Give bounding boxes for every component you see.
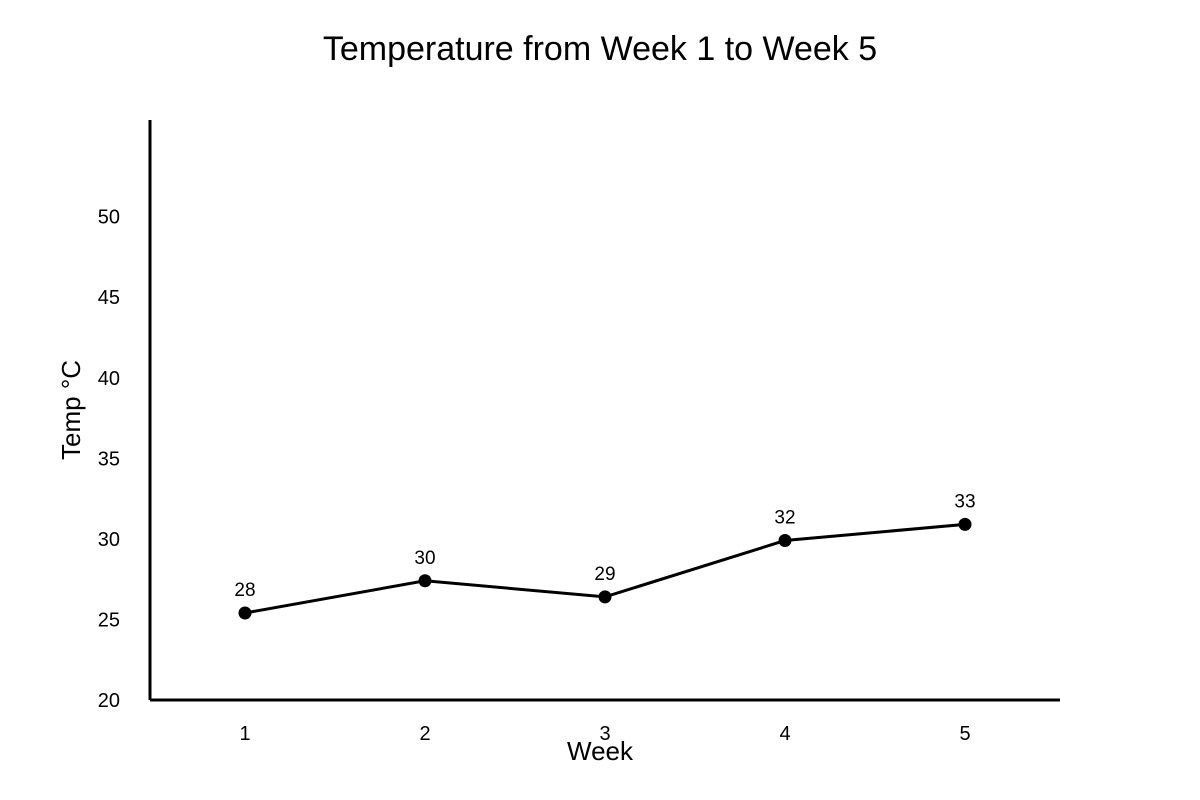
y-tick-label: 25 xyxy=(98,609,120,631)
data-label: 29 xyxy=(594,564,615,585)
data-point xyxy=(418,574,432,588)
data-point xyxy=(238,606,252,620)
data-point xyxy=(778,534,792,547)
data-label: 33 xyxy=(954,491,975,512)
y-axis-title: Temp °C xyxy=(56,360,86,460)
x-tick-labels: 1 2 3 4 5 xyxy=(239,723,970,745)
chart-title: Temperature from Week 1 to Week 5 xyxy=(323,30,877,68)
x-axis: 1 2 3 4 5 xyxy=(150,698,1060,745)
data-label: 28 xyxy=(234,580,255,601)
data-label: 32 xyxy=(774,508,795,529)
x-tick-label: 1 xyxy=(239,723,250,745)
data-label: 30 xyxy=(414,548,435,569)
x-tick-label: 5 xyxy=(959,723,970,745)
data-points xyxy=(238,517,972,620)
x-axis-title: Week xyxy=(567,736,634,766)
data-point xyxy=(958,517,972,531)
y-tick-label: 20 xyxy=(98,690,120,712)
y-tick-label: 30 xyxy=(98,529,120,551)
y-tick-labels: 20 25 30 35 40 45 50 xyxy=(98,207,120,712)
series-temperature: 28 30 29 32 33 xyxy=(234,491,976,620)
data-point xyxy=(598,590,612,604)
x-tick-label: 3 xyxy=(599,723,610,745)
data-labels: 28 30 29 32 33 xyxy=(234,491,975,601)
y-tick-label: 40 xyxy=(98,368,120,390)
y-tick-label: 50 xyxy=(98,207,120,229)
x-tick-label: 4 xyxy=(779,723,790,745)
y-axis: 20 25 30 35 40 45 50 xyxy=(98,120,152,712)
x-tick-label: 2 xyxy=(419,723,430,745)
y-tick-label: 45 xyxy=(98,287,120,309)
y-tick-label: 35 xyxy=(98,448,120,470)
